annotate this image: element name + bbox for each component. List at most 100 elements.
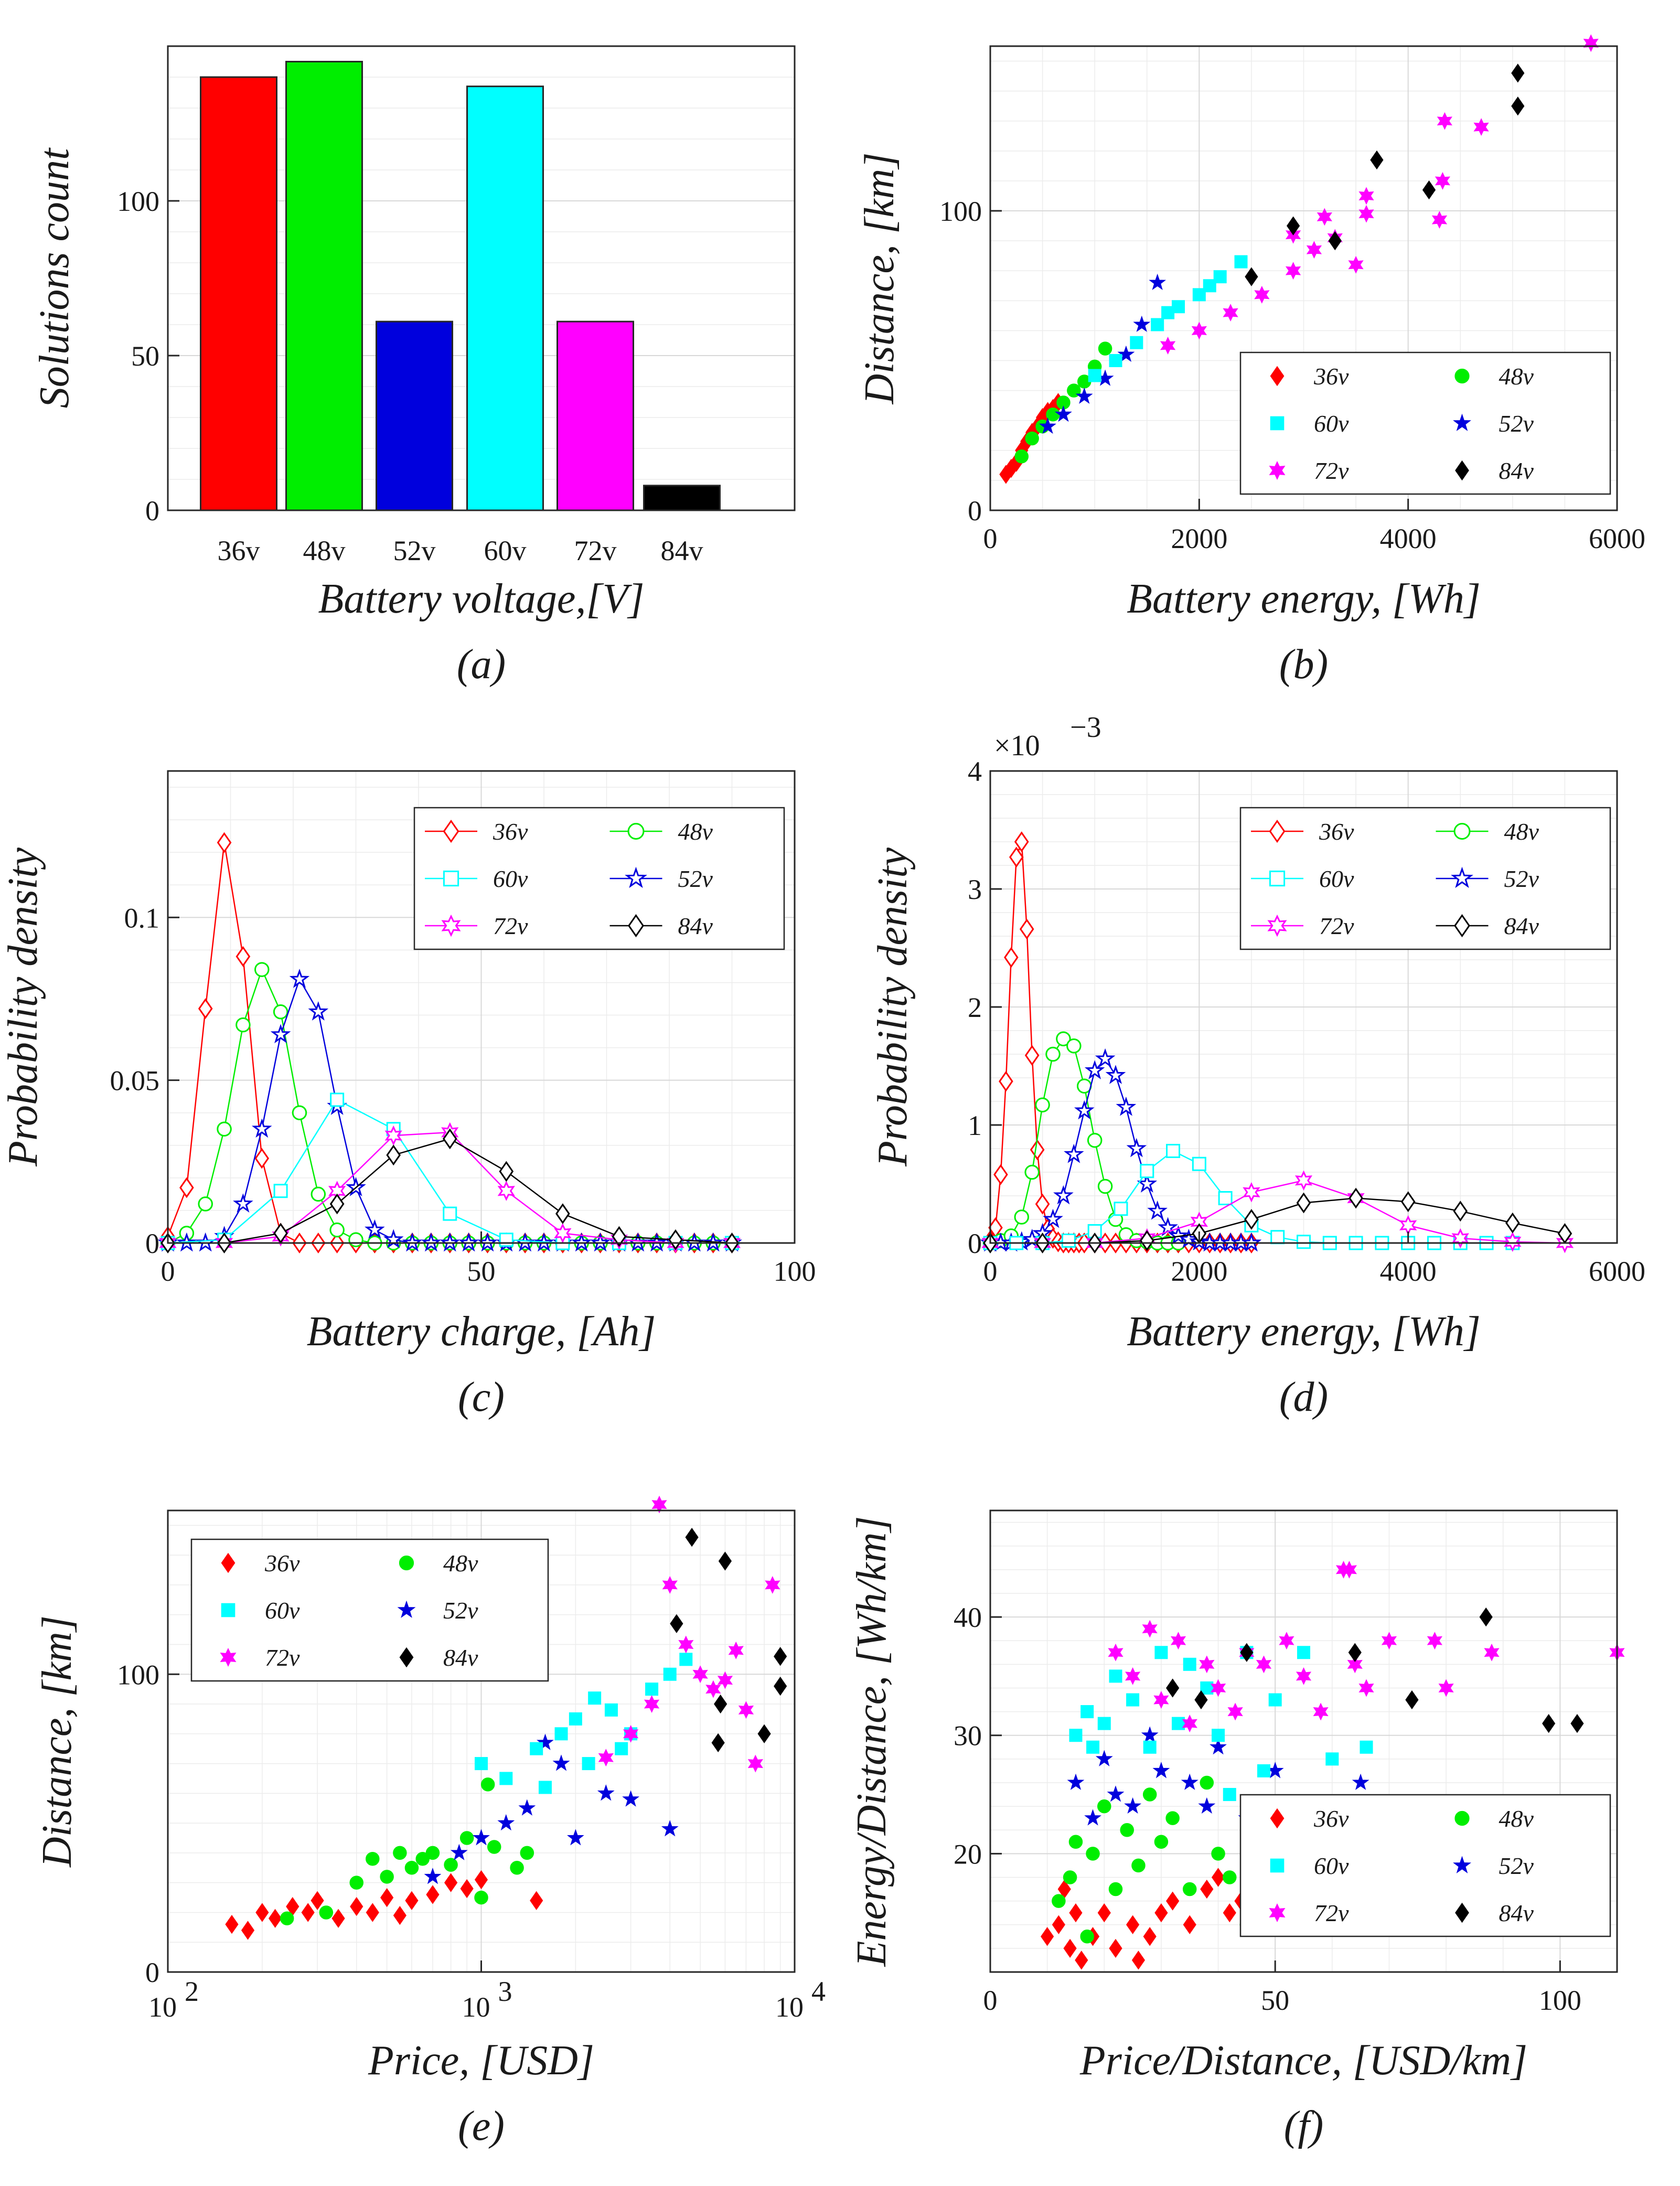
y-tick-label: 100 xyxy=(939,196,982,227)
marker-36v xyxy=(254,1148,270,1169)
point-36v xyxy=(1211,1868,1225,1887)
point-48v xyxy=(1182,1882,1197,1896)
point-72v xyxy=(678,1635,694,1654)
marker-48v xyxy=(1024,1164,1040,1180)
point-60v xyxy=(1360,1740,1373,1754)
x-axis-label: Battery voltage,[V] xyxy=(318,576,644,622)
marker-52v xyxy=(1074,1100,1095,1120)
legend-marker xyxy=(1270,366,1285,387)
point-52v xyxy=(497,1814,515,1831)
point-60v xyxy=(1109,354,1122,368)
point-72v xyxy=(1285,262,1301,280)
point-52v xyxy=(1210,1738,1227,1755)
legend-item-52v: 52v xyxy=(1453,1852,1534,1879)
legend: 36v 48v 60v 52v 72v 84v xyxy=(413,807,785,950)
point-60v xyxy=(588,1691,602,1705)
point-84v xyxy=(1511,63,1525,83)
point-48v xyxy=(1097,1799,1111,1814)
legend-marker xyxy=(627,823,645,840)
point-52v xyxy=(424,1868,442,1884)
marker-60v xyxy=(1140,1164,1154,1178)
point-52v xyxy=(473,1829,490,1846)
legend-item-48v: 48v xyxy=(399,1550,478,1577)
point-48v xyxy=(487,1840,501,1854)
legend-item-48v: 48v xyxy=(1436,818,1539,845)
point-52v xyxy=(537,1733,554,1750)
x-axis-label: Price, [USD] xyxy=(368,2038,594,2084)
y-tick-label: 0.05 xyxy=(110,1065,160,1097)
point-48v xyxy=(520,1846,534,1860)
x-tick-label: 0 xyxy=(161,1256,175,1287)
point-84v xyxy=(1370,150,1384,170)
x-tick-label-base: 10 xyxy=(775,1991,804,2023)
point-72v xyxy=(1484,1643,1500,1662)
panel-caption: (d) xyxy=(1279,1374,1328,1420)
marker-48v xyxy=(348,1232,363,1248)
point-48v xyxy=(474,1890,488,1905)
point-84v xyxy=(774,1647,787,1666)
bar-48v xyxy=(285,61,363,511)
point-72v xyxy=(1427,1632,1443,1650)
marker-48v xyxy=(273,1004,288,1020)
point-72v xyxy=(1125,1667,1141,1685)
marker-72v xyxy=(384,1125,402,1146)
legend-item-36v: 36v xyxy=(1270,363,1349,390)
point-72v xyxy=(1108,1643,1123,1662)
series-72v xyxy=(1108,1560,1625,1733)
y-tick-label: 1 xyxy=(968,1110,982,1141)
category-label: 52v xyxy=(393,535,436,566)
legend-box xyxy=(1239,1794,1611,1937)
x-tick-label: 50 xyxy=(467,1256,496,1287)
marker-48v xyxy=(236,1017,251,1033)
marker-60v xyxy=(1270,1230,1285,1245)
point-84v xyxy=(1286,216,1300,235)
x-tick-label: 2000 xyxy=(1171,1256,1227,1287)
legend-marker xyxy=(1270,1858,1285,1873)
marker-72v xyxy=(554,1223,572,1244)
legend-marker xyxy=(441,914,461,937)
point-60v xyxy=(1172,1717,1185,1730)
marker-52v xyxy=(251,1118,272,1138)
marker-48v xyxy=(1035,1097,1050,1112)
point-52v xyxy=(518,1799,536,1816)
point-60v xyxy=(1161,306,1175,319)
chart-d-energy-density-line: 0 1 2 3 4 0 2000 4000 6000 Battery energy, [Wh] Pr… xyxy=(870,711,1645,1420)
point-72v xyxy=(1182,1714,1197,1733)
legend-item-72v: 72v xyxy=(1269,457,1349,484)
point-36v xyxy=(380,1888,394,1908)
legend-item-72v: 72v xyxy=(1269,1900,1349,1926)
point-60v xyxy=(1126,1693,1140,1707)
y-tick-label: 0 xyxy=(968,1228,982,1259)
point-72v xyxy=(738,1701,754,1719)
point-72v xyxy=(1358,205,1374,223)
legend-marker xyxy=(399,1555,414,1571)
marker-60v xyxy=(1114,1202,1128,1216)
x-tick-label-exponent: 3 xyxy=(498,1976,512,2007)
y-axis-label: Probability density xyxy=(870,847,916,1167)
point-48v xyxy=(1063,1870,1077,1884)
legend-marker xyxy=(443,870,459,887)
point-72v xyxy=(623,1724,639,1743)
point-60v xyxy=(1080,1705,1094,1719)
marker-84v xyxy=(1139,1230,1154,1251)
point-48v xyxy=(319,1905,334,1920)
point-48v xyxy=(349,1876,363,1890)
point-36v xyxy=(255,1903,269,1922)
legend-marker xyxy=(1454,1810,1470,1826)
point-36v xyxy=(1097,1903,1111,1923)
marker-60v xyxy=(1192,1156,1206,1171)
legend-label: 84v xyxy=(1504,913,1539,939)
point-36v xyxy=(366,1903,379,1922)
legend-marker xyxy=(1455,1902,1469,1923)
point-60v xyxy=(1257,1764,1270,1777)
bars: 36v 48v 52v 60v 72v 84v xyxy=(200,61,721,566)
marker-52v xyxy=(1053,1185,1074,1205)
point-36v xyxy=(241,1921,255,1940)
point-84v xyxy=(670,1614,683,1633)
x-tick-label-exponent: 2 xyxy=(185,1976,199,2007)
points xyxy=(225,1495,787,1940)
legend-item-52v: 52v xyxy=(397,1597,478,1624)
point-72v xyxy=(747,1754,764,1773)
y-tick-label: 3 xyxy=(968,874,982,905)
point-72v xyxy=(1317,208,1333,226)
